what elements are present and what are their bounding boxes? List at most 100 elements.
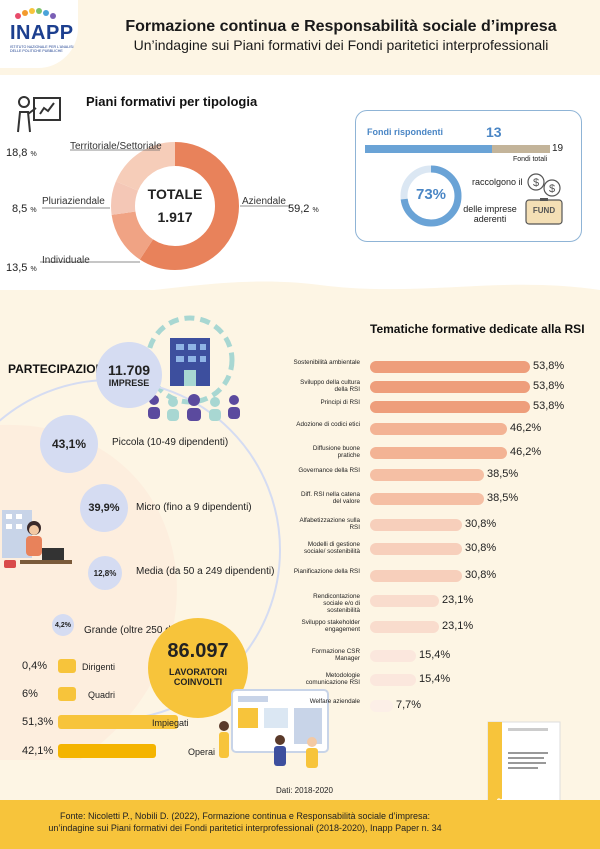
size-pct-piccola: 43,1% [40,415,98,473]
fondi-desc-1: raccolgono il [472,177,523,187]
pct-territoriale: 18,8 % [6,147,37,159]
size-pct-micro: 39,9% [80,484,128,532]
fondi-rispondenti-label: Fondi rispondenti [367,127,443,137]
footer-line-2: un’indagine sui Piani formativi dei Fond… [48,823,442,833]
tematica-bar [370,361,530,373]
footer-line-1: Fonte: Nicoletti P., Nobili D. (2022), F… [59,811,430,821]
fondi-totali-value: 19 [552,143,564,154]
tematica-pct: 30,8% [465,518,497,530]
fondi-pct-gauge [400,165,462,227]
fondi-totali-bar [492,145,550,153]
footer-text: Fonte: Nicoletti P., Nobili D. (2022), F… [20,810,470,834]
worker-pct-quadri: 6% [22,688,38,700]
tematica-pct: 7,7% [396,699,422,711]
partecipazione-title: PARTECIPAZIONE [8,362,113,376]
svg-text:$: $ [533,177,539,189]
donut-segment [111,142,239,270]
team-dashboard-illustration [219,689,329,768]
size-pct-media: 12,8% [88,556,122,590]
worker-pct-dirigenti: 0,4% [22,660,48,672]
size-label-piccola: Piccola (10-49 dipendenti) [112,437,229,448]
tematica-bar [370,570,462,582]
donut-segments [111,142,239,270]
office-worker-illustration [2,510,72,568]
pct-pluriaziendale: 8,5 % [12,203,37,215]
worker-bar-impiegati [58,715,178,729]
worker-label-impiegati: Impiegati [152,718,189,728]
fondi-pct: 73% [415,186,447,203]
fondi-rispondenti-value: 13 [486,124,502,140]
worker-bar-operai [58,744,156,758]
tematica-bar [370,650,416,662]
tematica-label: Metodologie comunicazione RSI [305,672,360,687]
tematica-bar [370,423,507,435]
fondi-rispondenti-bar [365,145,492,153]
page-title: Formazione continua e Responsabilità soc… [125,18,557,35]
tematica-label: Alfabetizzazione sulla RSI [299,517,360,532]
tematica-label: Diffusione buone pratiche [312,445,360,460]
worker-label-dirigenti: Dirigenti [82,662,116,672]
tematica-pct: 53,8% [533,380,565,392]
imprese-value: 11.709 [107,362,151,378]
tematica-pct: 15,4% [419,649,451,661]
tematica-bar [370,543,462,555]
tematica-label: Diff. RSI nella catena del valore [300,491,360,506]
tematica-label: Rendicontazione sociale e/o di sostenibi… [313,593,360,615]
worker-label-operai: Operai [188,747,216,757]
fund-coins-icon: $ $ [525,173,563,225]
tematica-pct: 23,1% [442,594,474,606]
tematica-label: Governance della RSI [298,467,360,474]
footer [0,800,600,849]
tematica-bar [370,469,484,481]
tematica-label: Sviluppo stakeholder engagement [301,619,360,634]
svg-text:$: $ [549,183,555,195]
fund-icon-label: FUND [532,206,556,215]
label-aziendale: Aziendale [242,196,286,207]
tematica-bar [370,493,484,505]
tematica-bar [370,621,439,633]
tematica-bar [370,595,439,607]
tematica-label: Modelli di gestione sociale/ sostenibili… [303,541,360,556]
tematica-bar [370,674,416,686]
imprese-circle: 11.709 IMPRESE [96,342,162,408]
size-pct-grande: 4,2% [52,614,74,636]
gauge-fill [400,165,462,227]
header [0,0,600,70]
building-icon [170,338,210,386]
tematica-pct: 53,8% [533,360,565,372]
size-label-grande: Grande (oltre 250 dipendenti) [84,625,215,636]
worker-label-quadri: Quadri [88,690,116,700]
lavoratori-label-1: LAVORATORI [169,667,227,677]
tematica-pct: 38,5% [487,492,519,504]
tematica-pct: 46,2% [510,422,542,434]
worker-pct-impiegati: 51,3% [22,716,54,728]
lavoratori-label-2: COINVOLTI [173,677,223,687]
size-label-micro: Micro (fino a 9 dipendenti) [136,502,252,513]
tematica-pct: 30,8% [465,569,497,581]
tematica-pct: 30,8% [465,542,497,554]
tematiche-title: Tematiche formative dedicate alla RSI [370,322,585,336]
donut-total-value: 1.917 [157,209,193,225]
donut-chart [111,142,239,270]
piani-title: Piani formativi per tipologia [86,94,258,109]
logo-subtitle: ISTITUTO NAZIONALE PER L'ANALISI DELLE P… [10,45,74,54]
tematica-pct: 38,5% [487,468,519,480]
presentation-icon [17,96,61,133]
tematica-pct: 15,4% [419,673,451,685]
tematica-pct: 53,8% [533,400,565,412]
tematica-label: Welfare aziendale [309,698,360,705]
tematica-label: Adozione di codici etici [296,421,360,428]
tematica-label: Sviluppo della cultura della RSI [300,379,360,394]
label-territoriale: Territoriale/Settoriale [70,141,162,152]
fondi-desc-2: delle imprese aderenti [463,204,517,224]
worker-bar-dirigenti [58,659,76,673]
donut-total-label: TOTALE [147,186,203,202]
size-label-media: Media (da 50 a 249 dipendenti) [136,566,275,577]
page-subtitle: Un’indagine sui Piani formativi dei Fond… [133,37,549,53]
pct-aziendale: 59,2 % [288,203,319,215]
tematica-bar [370,381,530,393]
tematica-bar [370,519,462,531]
donut-segment [111,142,239,270]
tematica-label: Pianificazione della RSI [293,568,360,575]
tematica-bar [370,447,507,459]
